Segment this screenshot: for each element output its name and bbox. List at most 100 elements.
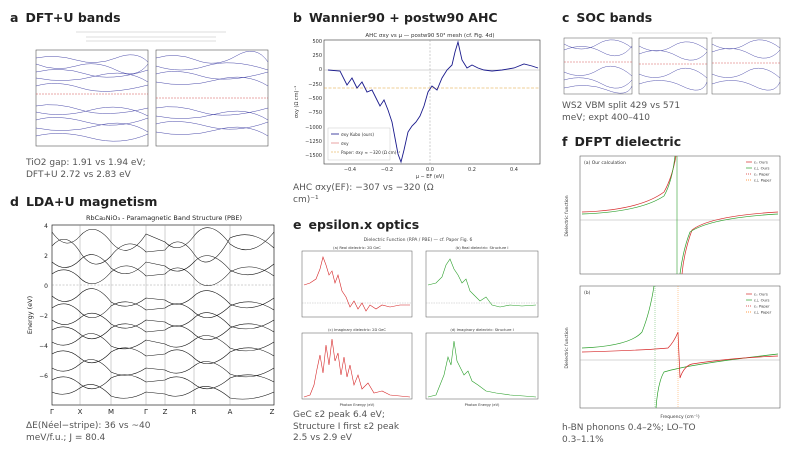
- caption-line: AHC σxy(EF): −307 vs −320 (Ω: [293, 183, 434, 193]
- caption-line: WS2 VBM split 429 vs 571: [562, 101, 681, 111]
- y-axis-label: Dielectric function: [564, 195, 570, 236]
- dft-u-bands-figure: [26, 28, 276, 154]
- caption-line: Structure I first ε2 peak: [293, 421, 400, 432]
- svg-text:−1500: −1500: [305, 153, 322, 159]
- svg-text:500: 500: [312, 39, 322, 45]
- kpoint-label: Z: [270, 408, 275, 416]
- legend-entry: ε⊥ Ours: [754, 298, 770, 303]
- eps-real-gec: [303, 255, 410, 312]
- kpoint-label: Γ: [144, 408, 148, 416]
- caption-line: h-BN phonons 0.4–2%; LO–TO: [562, 423, 696, 433]
- epsilon-optics-figure: Dielectric Function (RPA / PBE) — cf. Pa…: [290, 235, 546, 407]
- panel-letter: d: [10, 194, 19, 209]
- y-axis-label: Energy (eV): [26, 296, 34, 334]
- legend-entry: σxy Kubo (ours): [341, 132, 374, 137]
- ahc-figure: AHC σxy vs μ — postw90 50³ mesh (cf. Fig…: [292, 30, 544, 180]
- x-axis-label: Photon Energy (eV): [340, 403, 375, 407]
- panel-letter: e: [293, 217, 302, 232]
- subplot-label: (a) Our calculation: [584, 160, 626, 166]
- svg-text:−1000: −1000: [305, 125, 322, 131]
- panel-letter: b: [293, 10, 302, 25]
- subplot-title: (c) Imaginary dielectric: 2D GeC: [328, 328, 386, 332]
- y-axis-label: σxy (Ω cm)⁻¹: [294, 86, 300, 118]
- kpoint-label: Z: [163, 408, 168, 416]
- svg-text:0.0: 0.0: [426, 167, 434, 173]
- panel-e-title: e epsilon.x optics: [293, 217, 419, 232]
- subplot-label: (b): [584, 290, 591, 296]
- lda-u-band-figure: RbCa₂NiO₃ - Paramagnetic Band Structure …: [24, 212, 280, 418]
- caption-line: meV/f.u.; J = 80.4: [26, 432, 106, 443]
- legend-entry: ε⊥ Paper: [754, 178, 772, 183]
- eps-perp-ours: [581, 155, 676, 215]
- panel-title-text: DFPT dielectric: [574, 134, 682, 149]
- ahc-curve: [327, 40, 539, 164]
- caption-line: TiO2 gap: 1.91 vs 1.94 eV;: [26, 158, 146, 168]
- panel-title-text: epsilon.x optics: [308, 217, 420, 232]
- panel-letter: a: [10, 10, 19, 25]
- panel-title-text: Wannier90 + postw90 AHC: [308, 10, 498, 25]
- legend-entry: εₓ Paper: [754, 172, 770, 177]
- panel-title-text: SOC bands: [576, 10, 653, 25]
- svg-text:−1250: −1250: [305, 139, 322, 145]
- caption-line: 2.5 vs 2.9 eV: [293, 433, 352, 443]
- caption-line: meV; expt 400–410: [562, 112, 651, 123]
- caption-line: ΔE(Néel−stripe): 36 vs ~40: [26, 421, 151, 431]
- dfpt-dielectric-figure: (a) Our calculation (b) Dielectric funct…: [560, 152, 786, 420]
- x-axis-label: Frequency (cm⁻¹): [660, 414, 699, 420]
- panel-b-title: b Wannier90 + postw90 AHC: [293, 10, 498, 25]
- panel-title-text: DFT+U bands: [25, 10, 121, 25]
- panel-d-caption: ΔE(Néel−stripe): 36 vs ~40 meV/f.u.; J =…: [26, 421, 150, 444]
- x-axis-label: μ − EF (eV): [416, 174, 445, 180]
- eps-imag-gec: [303, 338, 411, 398]
- panel-d-title: d LDA+U magnetism: [10, 194, 157, 209]
- svg-text:−0.2: −0.2: [381, 167, 393, 173]
- legend-entry: ε⊥ Ours: [754, 166, 770, 171]
- kpoint-label: Γ: [50, 408, 54, 416]
- svg-text:4: 4: [44, 223, 48, 230]
- subplot-title: (d) Imaginary dielectric: Structure I: [450, 328, 513, 332]
- eps-imag-structure: [427, 340, 537, 398]
- svg-text:0.2: 0.2: [468, 167, 476, 173]
- y-axis-label: Dielectric function: [564, 327, 570, 368]
- svg-text:−250: −250: [308, 82, 322, 88]
- panel-c-title: c SOC bands: [562, 10, 652, 25]
- plot-title: Dielectric Function (RPA / PBE) — cf. Pa…: [364, 237, 473, 243]
- kpoint-label: M: [108, 408, 114, 416]
- panel-a-title: a DFT+U bands: [10, 10, 121, 25]
- eps-real-structure: [427, 258, 537, 308]
- panel-e-caption: GeC ε2 peak 6.4 eV; Structure I first ε2…: [293, 410, 399, 445]
- svg-text:−2: −2: [39, 313, 48, 320]
- legend-entry: Paper: σxy ≈ −320 (Ω cm)⁻¹: [341, 150, 401, 155]
- legend-entry: εₓ Paper: [754, 304, 770, 309]
- x-axis-label: Photon Energy (eV): [465, 403, 500, 407]
- svg-text:0: 0: [319, 67, 322, 73]
- panel-f-title: f DFPT dielectric: [562, 134, 681, 149]
- svg-text:0.4: 0.4: [510, 167, 518, 173]
- subplot-title: (a) Real dielectric: 2D GeC: [333, 246, 381, 250]
- panel-b-caption: AHC σxy(EF): −307 vs −320 (Ω cm)⁻¹: [293, 183, 434, 206]
- svg-text:−4: −4: [39, 343, 48, 350]
- legend-entry: εₓ Ours: [754, 160, 768, 165]
- kpoint-label: A: [228, 408, 233, 416]
- panel-c-caption: WS2 VBM split 429 vs 571 meV; expt 400–4…: [562, 101, 680, 124]
- svg-text:−500: −500: [308, 96, 322, 102]
- subplot-title: (b) Real dielectric: Structure I: [456, 246, 509, 250]
- svg-text:−750: −750: [308, 110, 322, 116]
- svg-text:250: 250: [312, 53, 322, 59]
- legend-entry: ε⊥ Paper: [754, 310, 772, 315]
- plot-title: AHC σxy vs μ — postw90 50³ mesh (cf. Fig…: [365, 32, 494, 39]
- panel-a-caption: TiO2 gap: 1.91 vs 1.94 eV; DFT+U 2.72 vs…: [26, 158, 146, 181]
- caption-line: cm)⁻¹: [293, 194, 319, 205]
- kpoint-label: R: [192, 408, 197, 416]
- plot-title: RbCa₂NiO₃ - Paramagnetic Band Structure …: [86, 214, 242, 222]
- caption-line: GeC ε2 peak 6.4 eV;: [293, 410, 385, 420]
- caption-line: DFT+U 2.72 vs 2.83 eV: [26, 169, 131, 180]
- caption-line: 0.3–1.1%: [562, 434, 604, 445]
- panel-f-caption: h-BN phonons 0.4–2%; LO–TO 0.3–1.1%: [562, 423, 696, 446]
- svg-text:0: 0: [44, 283, 48, 290]
- kpoint-label: X: [78, 408, 83, 416]
- soc-bands-figure: [562, 30, 784, 98]
- legend-entry: σxy: [341, 141, 349, 146]
- panel-letter: c: [562, 10, 570, 25]
- svg-text:2: 2: [44, 253, 48, 260]
